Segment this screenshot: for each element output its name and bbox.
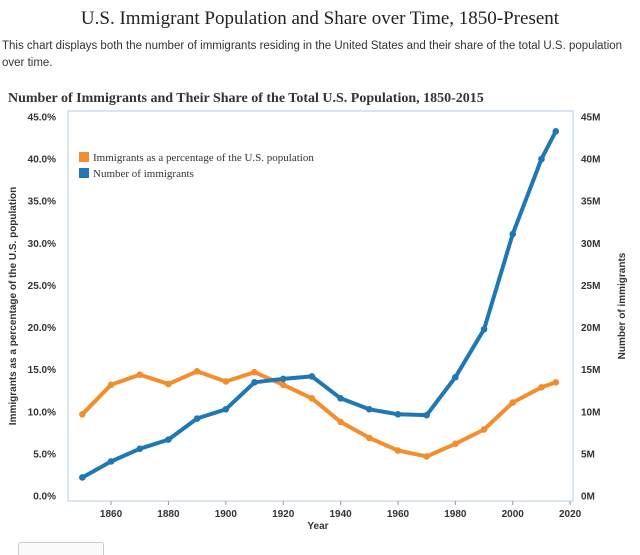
data-point-percentage[interactable]: [337, 418, 344, 426]
data-point-number[interactable]: [452, 373, 459, 381]
data-point-percentage[interactable]: [452, 440, 459, 448]
x-tick-label: 1920: [272, 509, 295, 520]
data-point-percentage[interactable]: [251, 368, 258, 376]
data-point-number[interactable]: [279, 375, 287, 383]
data-point-number[interactable]: [509, 230, 517, 238]
data-point-percentage[interactable]: [308, 395, 316, 402]
data-point-percentage[interactable]: [193, 368, 201, 375]
data-point-number[interactable]: [337, 395, 344, 402]
x-tick-label: 1900: [215, 509, 238, 520]
left-y-tick-label: 40.0%: [28, 155, 56, 166]
data-point-number[interactable]: [193, 415, 201, 422]
data-point-number[interactable]: [538, 155, 545, 163]
right-y-tick-label: 35M: [581, 197, 600, 208]
right-y-tick-label: 20M: [581, 323, 600, 334]
data-point-number[interactable]: [552, 128, 560, 135]
x-tick-label: 1860: [100, 509, 123, 520]
tab-stub[interactable]: [18, 542, 104, 555]
legend-swatch-percentage: [79, 152, 89, 162]
data-point-number[interactable]: [394, 411, 402, 418]
left-y-tick-label: 15.0%: [28, 365, 56, 376]
data-point-number[interactable]: [165, 436, 172, 443]
x-tick-label: 2000: [502, 509, 525, 520]
x-axis-ticks: 1860 1880 1900 1920 1940 1960 1980 2000 2020: [100, 501, 582, 520]
x-tick-label: 2020: [559, 509, 582, 520]
legend-swatch-number: [79, 168, 89, 178]
right-y-tick-label: 0M: [581, 492, 595, 503]
left-y-tick-label: 10.0%: [28, 407, 56, 418]
data-point-percentage[interactable]: [222, 378, 230, 385]
series-layer: [79, 128, 560, 481]
right-y-tick-label: 30M: [581, 239, 600, 250]
data-point-number[interactable]: [308, 373, 316, 380]
left-y-tick-label: 0.0%: [33, 492, 56, 503]
data-point-percentage[interactable]: [394, 447, 402, 454]
data-point-percentage[interactable]: [136, 371, 144, 379]
right-y-tick-label: 5M: [581, 449, 595, 460]
right-y-tick-label: 25M: [581, 281, 600, 292]
data-point-number[interactable]: [222, 405, 230, 413]
data-point-percentage[interactable]: [165, 380, 172, 388]
x-tick-label: 1960: [387, 509, 410, 520]
data-point-percentage[interactable]: [509, 399, 517, 406]
data-point-percentage[interactable]: [79, 411, 86, 418]
data-point-percentage[interactable]: [552, 379, 560, 386]
legend-label-number: Number of immigrants: [93, 168, 194, 180]
data-point-number[interactable]: [423, 411, 430, 419]
data-point-percentage[interactable]: [279, 381, 287, 389]
left-y-tick-label: 20.0%: [28, 323, 56, 334]
data-point-number[interactable]: [79, 474, 86, 481]
data-point-percentage[interactable]: [423, 453, 430, 460]
x-tick-label: 1940: [329, 509, 352, 520]
legend-label-percentage: Immigrants as a percentage of the U.S. p…: [93, 152, 314, 164]
data-point-percentage[interactable]: [480, 426, 488, 433]
x-axis-title: Year: [307, 521, 328, 532]
data-point-number[interactable]: [365, 405, 373, 413]
page-title: U.S. Immigrant Population and Share over…: [80, 8, 560, 29]
left-y-axis-title: Immigrants as a percentage of the U.S. p…: [8, 187, 19, 425]
right-y-axis-title: Number of immigrants: [617, 252, 628, 359]
right-y-tick-label: 40M: [581, 155, 600, 166]
plot-area-frame: [67, 110, 574, 502]
x-tick-label: 1880: [157, 509, 180, 520]
chart-title: Number of Immigrants and Their Share of …: [8, 91, 484, 106]
data-point-number[interactable]: [136, 445, 144, 453]
series-line-percentage[interactable]: [80, 369, 558, 459]
left-y-axis-ticks: 0.0% 5.0% 10.0% 15.0% 20.0% 25.0% 30.0% 35.0% 40…: [28, 113, 56, 503]
left-y-tick-label: 30.0%: [28, 239, 56, 250]
data-point-percentage[interactable]: [107, 381, 115, 389]
left-y-tick-label: 35.0%: [28, 197, 56, 208]
left-y-tick-label: 25.0%: [28, 281, 56, 292]
right-y-tick-label: 10M: [581, 407, 600, 418]
data-point-percentage[interactable]: [538, 384, 545, 391]
page-description: This chart displays both the number of i…: [2, 40, 623, 69]
right-y-tick-label: 15M: [581, 365, 600, 376]
series-line-number[interactable]: [80, 129, 558, 480]
right-y-tick-label: 45M: [581, 113, 600, 124]
data-point-number[interactable]: [480, 325, 488, 333]
left-y-tick-label: 45.0%: [28, 113, 56, 124]
legend[interactable]: Immigrants as a percentage of the U.S. p…: [79, 152, 314, 180]
data-point-number[interactable]: [107, 458, 115, 465]
right-y-axis-ticks: 0M 5M 10M 15M 20M 25M 30M 35M 40M 45M: [581, 113, 600, 503]
left-y-tick-label: 5.0%: [33, 449, 56, 460]
data-point-number[interactable]: [251, 379, 258, 386]
x-tick-label: 1980: [444, 509, 467, 520]
data-point-percentage[interactable]: [365, 434, 373, 442]
